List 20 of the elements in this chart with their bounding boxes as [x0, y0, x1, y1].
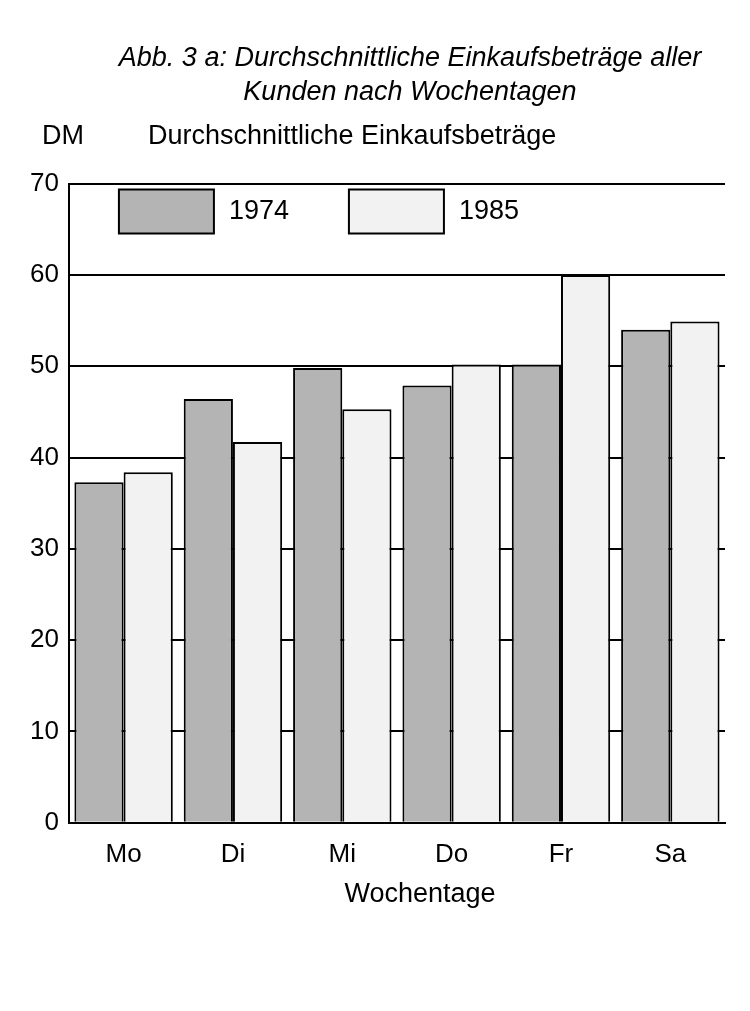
x-tick-label: Do — [435, 837, 469, 868]
legend-label: 1974 — [228, 195, 289, 226]
y-tick-label: 50 — [30, 349, 59, 380]
y-tick-label: 20 — [30, 623, 59, 654]
y-tick-label: 0 — [44, 805, 59, 836]
y-tick-label: 70 — [30, 166, 59, 197]
x-tick-label: Fr — [548, 837, 574, 868]
legend-label: 1985 — [458, 195, 519, 226]
x-tick-label: Di — [220, 837, 246, 868]
x-tick-label: Sa — [654, 837, 687, 868]
y-axis-title: DM — [42, 120, 84, 151]
chart-title: Abb. 3 a: Durchschnittliche Einkaufsbeträge aller Kunden nach Wochentagen — [116, 41, 703, 108]
y-tick-label: 10 — [30, 714, 59, 745]
y-tick-label: 60 — [30, 258, 59, 289]
y-tick-label: 40 — [30, 440, 59, 471]
chart-subtitle: Durchschnittliche Einkaufsbeträge — [148, 120, 557, 151]
y-tick-label: 30 — [30, 532, 59, 563]
x-tick-label: Mo — [105, 837, 142, 868]
x-axis-title: Wochentage — [343, 878, 497, 909]
x-tick-label: Mi — [328, 837, 357, 868]
